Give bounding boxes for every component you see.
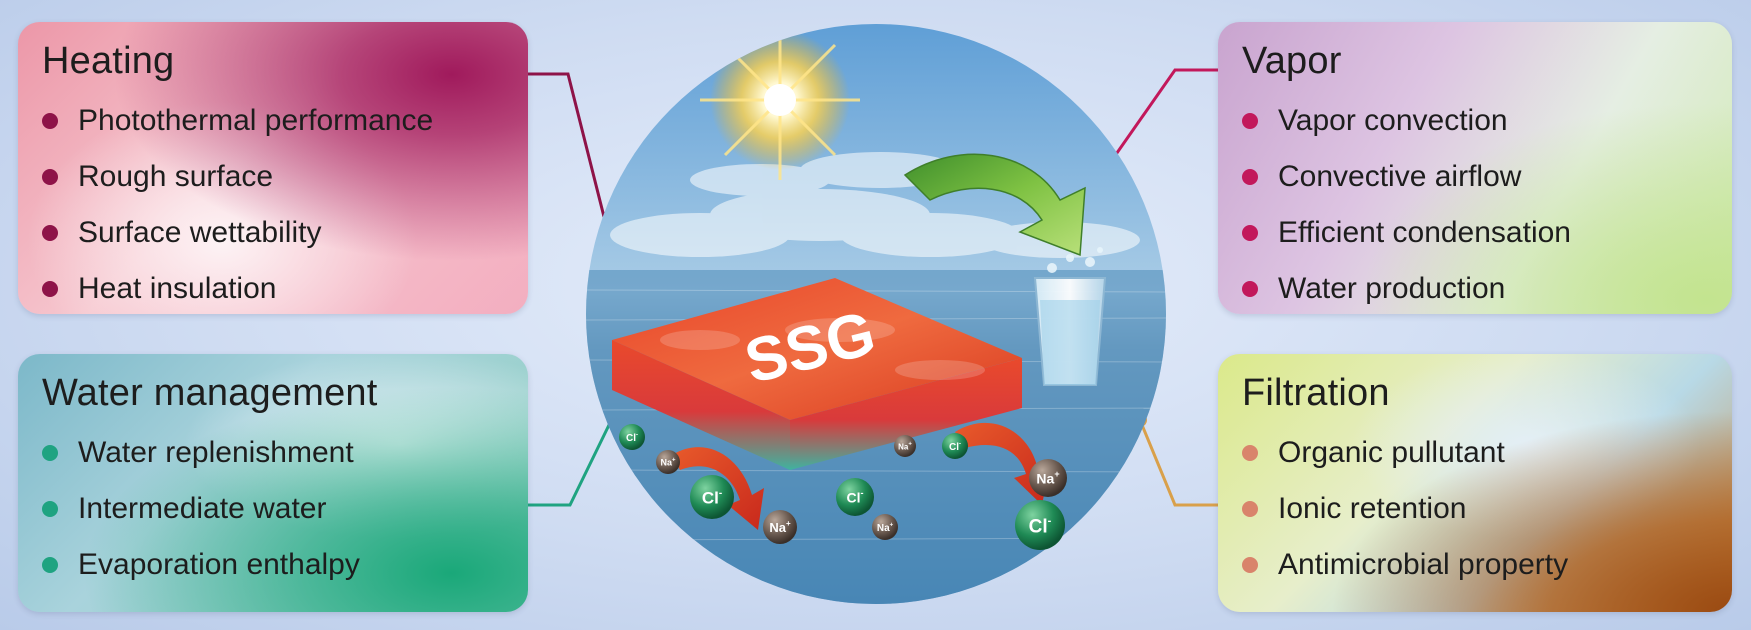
filtration-list: Organic pullutant Ionic retention Antimi… bbox=[1242, 425, 1708, 593]
bullet-icon bbox=[42, 113, 58, 129]
bullet-icon bbox=[1242, 557, 1258, 573]
ion-flow-arrow-left-icon bbox=[672, 447, 764, 530]
list-item: Vapor convection bbox=[1242, 93, 1708, 149]
ion-label: Na+ bbox=[660, 457, 676, 467]
vapor-list: Vapor convection Convective airflow Effi… bbox=[1242, 93, 1708, 317]
sodium-ion-icon: Na+ bbox=[656, 450, 680, 474]
list-item-label: Water production bbox=[1278, 272, 1506, 305]
list-item-label: Photothermal performance bbox=[78, 104, 434, 137]
bullet-icon bbox=[42, 445, 58, 461]
ion-label: Cl- bbox=[1029, 515, 1052, 538]
filtration-panel: Filtration Organic pullutant Ionic reten… bbox=[1218, 354, 1732, 612]
list-item: Surface wettability bbox=[42, 205, 504, 261]
water-glass-icon bbox=[1033, 247, 1107, 386]
list-item: Evaporation enthalpy bbox=[42, 537, 504, 593]
ion-label: Na+ bbox=[1036, 469, 1059, 487]
sodium-ion-icon: Na+ bbox=[1029, 459, 1067, 497]
ion-label: Na+ bbox=[898, 441, 912, 451]
vapor-connector bbox=[1103, 68, 1218, 171]
bullet-icon bbox=[1242, 169, 1258, 185]
list-item: Photothermal performance bbox=[42, 93, 504, 149]
bullet-icon bbox=[1242, 225, 1258, 241]
filtration-connector bbox=[1138, 419, 1218, 507]
bullet-icon bbox=[1242, 501, 1258, 517]
list-item-label: Water replenishment bbox=[78, 436, 354, 469]
water-management-list: Water replenishment Intermediate water E… bbox=[42, 425, 504, 593]
ion-label: Cl- bbox=[949, 441, 961, 453]
ion-label: Cl- bbox=[847, 488, 864, 506]
ion-flow-arrow-right-icon bbox=[955, 422, 1050, 505]
list-item: Water replenishment bbox=[42, 425, 504, 481]
list-item: Rough surface bbox=[42, 149, 504, 205]
list-item-label: Intermediate water bbox=[78, 492, 327, 525]
bullet-icon bbox=[42, 501, 58, 517]
list-item-label: Efficient condensation bbox=[1278, 216, 1571, 249]
list-item-label: Rough surface bbox=[78, 160, 274, 193]
sodium-ion-icon: Na+ bbox=[763, 510, 797, 544]
chloride-ion-icon: Cl- bbox=[690, 475, 734, 519]
vapor-arrow-icon bbox=[903, 153, 1086, 257]
list-item: Intermediate water bbox=[42, 481, 504, 537]
sodium-ion-icon: Na+ bbox=[872, 514, 898, 540]
list-item: Convective airflow bbox=[1242, 149, 1708, 205]
list-item-label: Vapor convection bbox=[1278, 104, 1508, 137]
chloride-ion-icon: Cl- bbox=[942, 433, 968, 459]
heating-list: Photothermal performance Rough surface S… bbox=[42, 93, 504, 317]
chloride-ion-icon: Cl- bbox=[836, 478, 874, 516]
list-item: Antimicrobial property bbox=[1242, 537, 1708, 593]
bullet-icon bbox=[42, 169, 58, 185]
bullet-icon bbox=[42, 225, 58, 241]
bullet-icon bbox=[1242, 445, 1258, 461]
ion-label: Cl- bbox=[702, 488, 722, 508]
water-management-panel: Water management Water replenishment Int… bbox=[18, 354, 528, 612]
list-item-label: Organic pullutant bbox=[1278, 436, 1505, 469]
list-item-label: Ionic retention bbox=[1278, 492, 1467, 525]
steam-clouds bbox=[610, 152, 1140, 258]
vapor-title: Vapor bbox=[1242, 40, 1342, 82]
ion-label: Na+ bbox=[877, 522, 894, 534]
bullet-icon bbox=[1242, 113, 1258, 129]
ssg-slab: SSG bbox=[612, 278, 1022, 470]
list-item-label: Antimicrobial property bbox=[1278, 548, 1569, 581]
bullet-icon bbox=[1242, 281, 1258, 297]
water-management-title: Water management bbox=[42, 372, 378, 414]
heating-title: Heating bbox=[42, 40, 175, 82]
list-item-label: Heat insulation bbox=[78, 272, 277, 305]
sun-icon bbox=[700, 24, 860, 180]
ion-label: Cl- bbox=[626, 432, 638, 444]
ions-layer: Cl- Na+ Cl- Na+ Cl- Na+ Na+ Cl- Cl- Na+ bbox=[619, 424, 1067, 550]
list-item-label: Convective airflow bbox=[1278, 160, 1522, 193]
list-item-label: Evaporation enthalpy bbox=[78, 548, 360, 581]
vapor-panel: Vapor Vapor convection Convective airflo… bbox=[1218, 22, 1732, 314]
list-item: Heat insulation bbox=[42, 261, 504, 317]
sodium-ion-icon: Na+ bbox=[894, 435, 916, 457]
list-item: Organic pullutant bbox=[1242, 425, 1708, 481]
list-item-label: Surface wettability bbox=[78, 216, 322, 249]
list-item: Ionic retention bbox=[1242, 481, 1708, 537]
heating-panel: Heating Photothermal performance Rough s… bbox=[18, 22, 528, 314]
chloride-ion-icon: Cl- bbox=[619, 424, 645, 450]
bullet-icon bbox=[42, 281, 58, 297]
filtration-title: Filtration bbox=[1242, 372, 1390, 414]
bullet-icon bbox=[42, 557, 58, 573]
ion-label: Na+ bbox=[769, 519, 791, 535]
list-item: Efficient condensation bbox=[1242, 205, 1708, 261]
chloride-ion-icon: Cl- bbox=[1015, 500, 1065, 550]
list-item: Water production bbox=[1242, 261, 1708, 317]
